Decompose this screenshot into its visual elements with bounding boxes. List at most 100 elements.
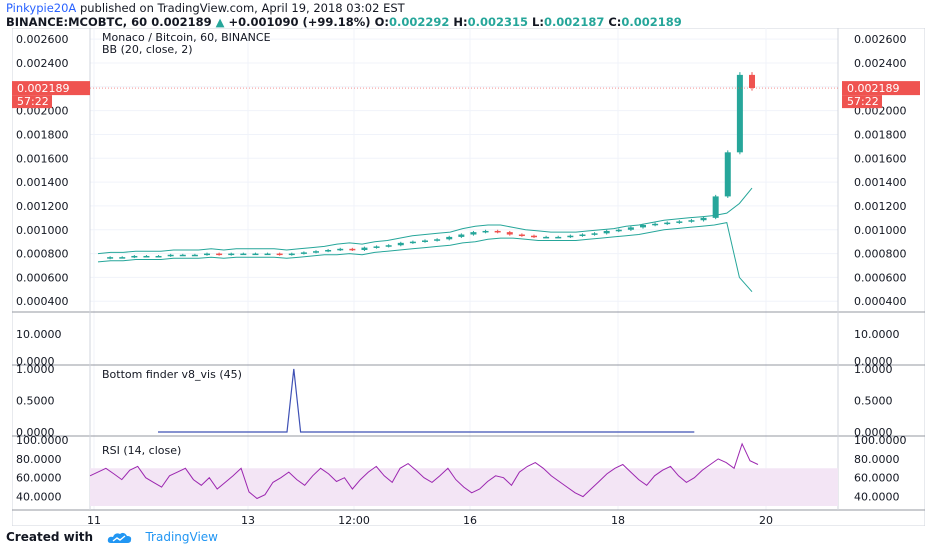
rsi-y-tick-right: 100.0000 <box>854 434 907 447</box>
candle-body <box>506 232 513 235</box>
candle-body <box>300 252 307 254</box>
footer: Created with TradingView <box>6 530 218 548</box>
volume-y-tick-left: 10.0000 <box>16 328 62 341</box>
candle-body <box>652 223 659 226</box>
price-y-tick-left: 0.001600 <box>16 152 69 165</box>
published-text: published on TradingView.com, April 19, … <box>79 1 405 15</box>
candle-body <box>240 253 247 256</box>
candle-body <box>119 257 126 259</box>
price-y-tick-left: 0.001400 <box>16 176 69 189</box>
candle-body <box>313 251 319 253</box>
candle-body <box>167 254 174 257</box>
candle-body <box>676 221 683 223</box>
candle-body <box>458 234 465 237</box>
candle-body <box>627 227 634 230</box>
x-tick-label: 11 <box>87 514 101 526</box>
tradingview-cloud-icon <box>108 532 132 543</box>
candle-body <box>204 253 210 256</box>
candle-body <box>155 255 162 258</box>
up-triangle-icon: ▲ <box>215 15 225 29</box>
open-label: O: <box>374 15 389 29</box>
candle-body <box>567 235 574 238</box>
chart-svg[interactable]: 11 13 12:00 16 18 20 0.002600 0.002600 0.002400 0… <box>11 27 926 527</box>
tradingview-brand[interactable]: TradingView <box>145 530 218 544</box>
candle-body <box>518 234 525 237</box>
candle-body <box>482 230 489 233</box>
bf-y-tick-right: 0.0000 <box>854 426 893 439</box>
x-tick-label: 18 <box>611 514 625 526</box>
rsi-pane[interactable] <box>89 442 838 506</box>
countdown-tag-right-text: 57:22 <box>847 95 879 108</box>
candle-body <box>640 224 646 228</box>
candle-body <box>385 245 392 247</box>
close-label: C: <box>608 15 622 29</box>
low-value: 0.002187 <box>543 15 605 29</box>
last-price: 0.002189 <box>151 15 212 29</box>
price-tag-left <box>12 81 90 96</box>
price-y-tick-right: 0.001400 <box>854 176 907 189</box>
axes: 11 13 12:00 16 18 20 0.002600 0.002600 0.002400 0… <box>12 33 920 527</box>
price-y-tick-right: 0.002600 <box>854 33 907 46</box>
candle-body <box>179 254 186 257</box>
candle-body <box>579 234 586 237</box>
price-tag-right-text: 0.002189 <box>847 82 900 95</box>
candle-body <box>325 250 332 252</box>
bf-y-tick-left: 1.0000 <box>16 363 55 376</box>
candle-body <box>337 248 344 251</box>
price-y-tick-left: 0.001000 <box>16 224 69 237</box>
candle-body <box>470 232 477 235</box>
price-y-tick-right: 0.000400 <box>854 295 907 308</box>
price-tag-right <box>842 81 920 96</box>
price-y-tick-right: 0.001800 <box>854 128 907 141</box>
price-change: +0.001090 (+99.18%) <box>228 15 371 29</box>
chart-frame[interactable]: 11 13 12:00 16 18 20 0.002600 0.002600 0.002400 0… <box>11 27 926 527</box>
bf-y-tick-left: 0.5000 <box>16 395 55 408</box>
candle-body <box>288 253 295 256</box>
bottom-finder-pane[interactable] <box>158 368 695 433</box>
candle-body <box>143 255 150 258</box>
candle-body <box>397 242 404 246</box>
candle-body <box>361 247 368 251</box>
candle-body <box>228 253 235 256</box>
symbol-name: BINANCE:MCOBTC, 60 <box>6 15 148 29</box>
price-y-tick-right: 0.002400 <box>854 57 907 70</box>
rsi-y-tick-right: 80.0000 <box>854 453 900 466</box>
candle-body <box>712 196 719 218</box>
rsi-y-tick-right: 40.0000 <box>854 491 900 504</box>
volume-y-tick-right: 0.0000 <box>854 355 893 368</box>
price-tag-left-text: 0.002189 <box>17 82 70 95</box>
candle-body <box>688 220 695 222</box>
candle-body <box>422 240 428 242</box>
candle-body <box>724 152 731 197</box>
candle-body <box>191 254 198 257</box>
pane-borders <box>12 28 925 511</box>
candle-body <box>603 230 610 234</box>
price-y-tick-right: 0.000800 <box>854 248 907 261</box>
price-pane[interactable] <box>90 72 838 293</box>
price-y-tick-left: 0.001800 <box>16 128 69 141</box>
price-y-tick-left: 0.001200 <box>16 200 69 213</box>
price-y-tick-right: 0.001000 <box>854 224 907 237</box>
rsi-y-tick-left: 60.0000 <box>16 472 62 485</box>
bb-legend: BB (20, close, 2) <box>102 43 193 56</box>
x-tick-label: 20 <box>759 514 773 526</box>
x-tick-label: 12:00 <box>338 514 370 526</box>
bb-upper-band <box>97 187 753 255</box>
main-legend-title: Monaco / Bitcoin, 60, BINANCE <box>102 31 271 44</box>
price-y-tick-left: 0.002400 <box>16 57 69 70</box>
volume-y-tick-left: 0.0000 <box>16 355 55 368</box>
grid-lines <box>90 28 838 510</box>
candle-body <box>446 236 453 240</box>
candle-body <box>664 222 671 225</box>
rsi-line <box>89 442 759 500</box>
candle-body <box>434 239 441 241</box>
candle-body <box>252 253 259 256</box>
rsi-y-tick-left: 80.0000 <box>16 453 62 466</box>
low-label: L: <box>532 15 544 29</box>
candle-body <box>373 246 380 248</box>
candle-body <box>107 257 114 259</box>
high-label: H: <box>453 15 468 29</box>
price-y-tick-left: 0.002600 <box>16 33 69 46</box>
candle-body <box>264 253 271 256</box>
author-link[interactable]: Pinkypie20A <box>6 1 77 15</box>
